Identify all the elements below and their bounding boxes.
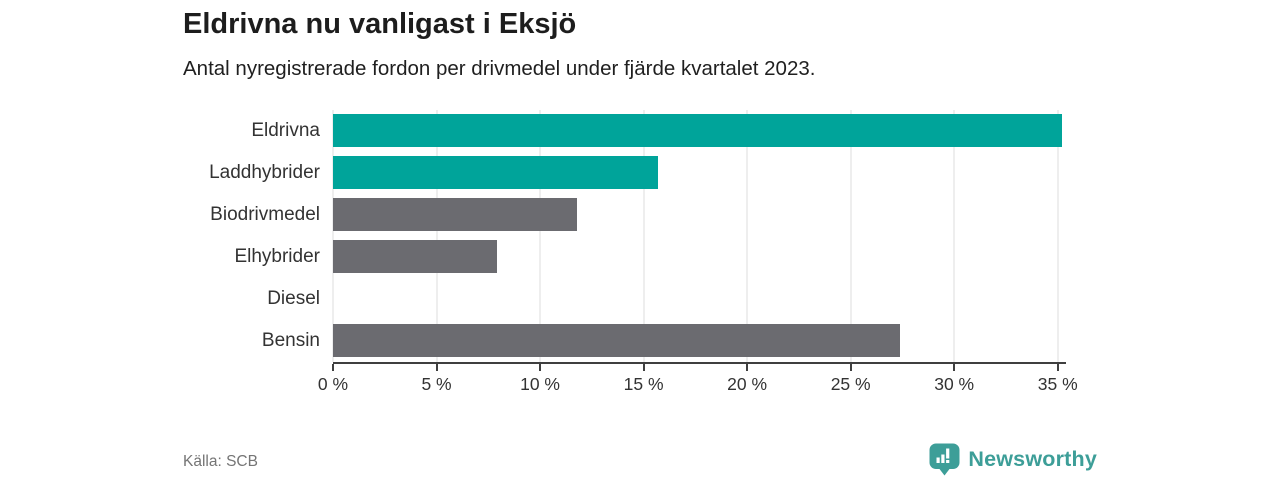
logo-bar-small (936, 457, 941, 463)
axis-tick-label: 25 % (830, 373, 871, 394)
bar-rows: Eldrivna Laddhybrider Biodrivmedel Elhybrid… (183, 110, 1066, 362)
category-label: Eldrivna (251, 119, 320, 141)
gridline (850, 109, 852, 362)
axis-tick-label: 10 % (520, 373, 560, 394)
header: Eldrivna nu vanligast i Eksjö Antal nyre… (0, 0, 1280, 82)
bar-track (333, 198, 1066, 232)
bar-track (333, 282, 1066, 315)
axis-tick (435, 363, 438, 371)
source-note: Källa: SCB (183, 453, 258, 470)
axis-tick (539, 363, 542, 371)
axis-tick (642, 363, 645, 371)
bar-laddhybrider (333, 156, 659, 190)
gridline (643, 109, 645, 362)
category-label: Elhybrider (234, 245, 320, 267)
gridline (539, 109, 541, 362)
newsworthy-brand-link[interactable]: Newsworthy (929, 443, 1097, 476)
axis-tick-label: 15 % (623, 373, 664, 394)
gridlines (332, 109, 1066, 362)
axis-tick-label: 30 % (934, 373, 975, 394)
category-label: Biodrivmedel (210, 203, 320, 225)
bar-row: Bensin (183, 320, 1066, 362)
bar-chart: Eldrivna Laddhybrider Biodrivmedel Elhybrid… (183, 109, 1078, 398)
axis-tick (1056, 363, 1059, 371)
gridline (953, 109, 955, 362)
axis-tick-label: 0 % (317, 373, 349, 394)
axis-tick-label: 5 % (421, 373, 452, 394)
logo-bar-medium (941, 454, 945, 463)
gridline (1057, 109, 1059, 362)
chart-title: Eldrivna nu vanligast i Eksjö (183, 8, 577, 40)
bar-eldrivna (333, 114, 1062, 148)
gridline (332, 109, 334, 362)
bar-row: Laddhybrider (183, 152, 1066, 194)
axis-tick-label: 35 % (1037, 373, 1078, 394)
axis-tick (332, 363, 334, 371)
bar-row: Biodrivmedel (183, 194, 1066, 236)
bar-bensin (333, 324, 901, 358)
bar-row: Diesel (183, 278, 1066, 320)
gridline (746, 109, 748, 362)
bar-track (333, 324, 1066, 358)
category-label: Laddhybrider (209, 161, 320, 183)
axis-tick-label: 20 % (727, 373, 768, 394)
x-axis (332, 361, 1066, 371)
bar-row: Eldrivna (183, 110, 1066, 152)
category-label: Diesel (267, 287, 320, 309)
bar-track (333, 240, 1066, 274)
bar-row: Elhybrider (183, 236, 1066, 278)
bar-elhybrider (333, 240, 497, 274)
axis-tick (849, 363, 852, 371)
logo-exclamation-dot (946, 460, 950, 463)
chart-subtitle: Antal nyregistrerade fordon per drivmede… (183, 57, 816, 81)
bar-track (333, 114, 1066, 148)
x-axis-tick-labels: 0 % 5 % 10 % 15 % 20 % 25 % 30 % 35 % (318, 372, 1078, 398)
newsworthy-logo-icon (929, 443, 960, 476)
bar-biodrivmedel (333, 198, 578, 232)
brand-name: Newsworthy (968, 447, 1097, 471)
axis-tick (953, 363, 956, 371)
axis-tick (746, 363, 749, 371)
gridline (436, 109, 438, 362)
bar-track (333, 156, 1066, 190)
logo-exclamation-stroke (946, 448, 950, 459)
category-label: Bensin (261, 329, 320, 351)
